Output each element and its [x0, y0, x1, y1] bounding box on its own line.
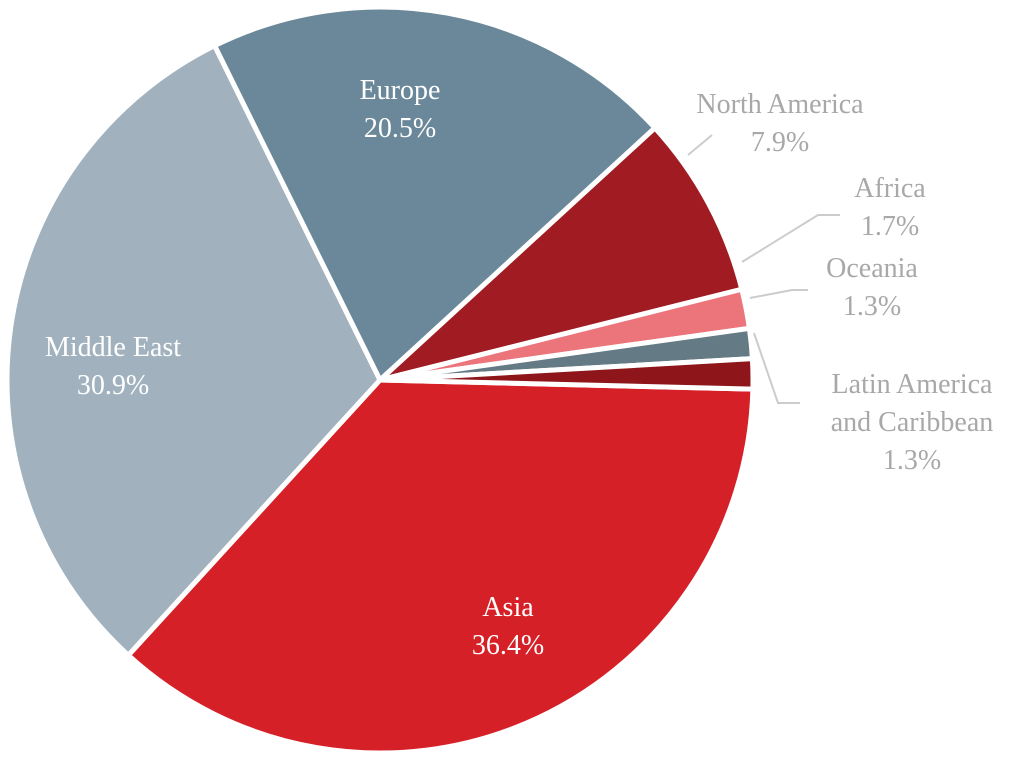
- slice-asia: [125, 377, 756, 756]
- slice-north-america: [377, 125, 745, 383]
- value-north-america: 7.9%: [751, 127, 809, 158]
- name-europe: Europe: [360, 75, 441, 106]
- name-latin-america-and-caribbean: and Caribbean: [831, 407, 994, 438]
- leader-line-oceania: [749, 289, 808, 299]
- name-north-america: North America: [696, 89, 864, 120]
- leader-line-africa: [741, 214, 840, 263]
- value-africa: 1.7%: [861, 211, 919, 242]
- value-oceania: 1.3%: [843, 291, 901, 322]
- value-latin-america-and-caribbean: 1.3%: [883, 445, 941, 476]
- leader-line-latin-america-and-caribbean: [753, 332, 800, 404]
- label-latin-america-and-caribbean: Latin America and Caribbean 1.3%: [831, 369, 994, 476]
- name-latin-america-and-caribbean: Latin America: [832, 369, 994, 400]
- name-oceania: Oceania: [826, 253, 918, 284]
- label-oceania: Oceania 1.3%: [826, 253, 918, 322]
- value-asia: 36.4%: [472, 630, 544, 661]
- label-middle-east: Middle East 30.9%: [45, 332, 181, 401]
- name-africa: Africa: [854, 173, 926, 204]
- slice-europe: [212, 4, 658, 383]
- value-europe: 20.5%: [364, 113, 436, 144]
- label-north-america: North America 7.9%: [696, 89, 864, 158]
- label-europe: Europe 20.5%: [360, 75, 441, 144]
- label-africa: Africa 1.7%: [854, 173, 926, 242]
- label-asia: Asia 36.4%: [472, 592, 544, 661]
- value-middle-east: 30.9%: [77, 370, 149, 401]
- slice-latin-america-and-caribbean: [377, 356, 756, 392]
- slice-middle-east: [4, 43, 383, 658]
- name-middle-east: Middle East: [45, 332, 181, 363]
- name-asia: Asia: [482, 592, 534, 623]
- leader-line-north-america: [687, 134, 713, 156]
